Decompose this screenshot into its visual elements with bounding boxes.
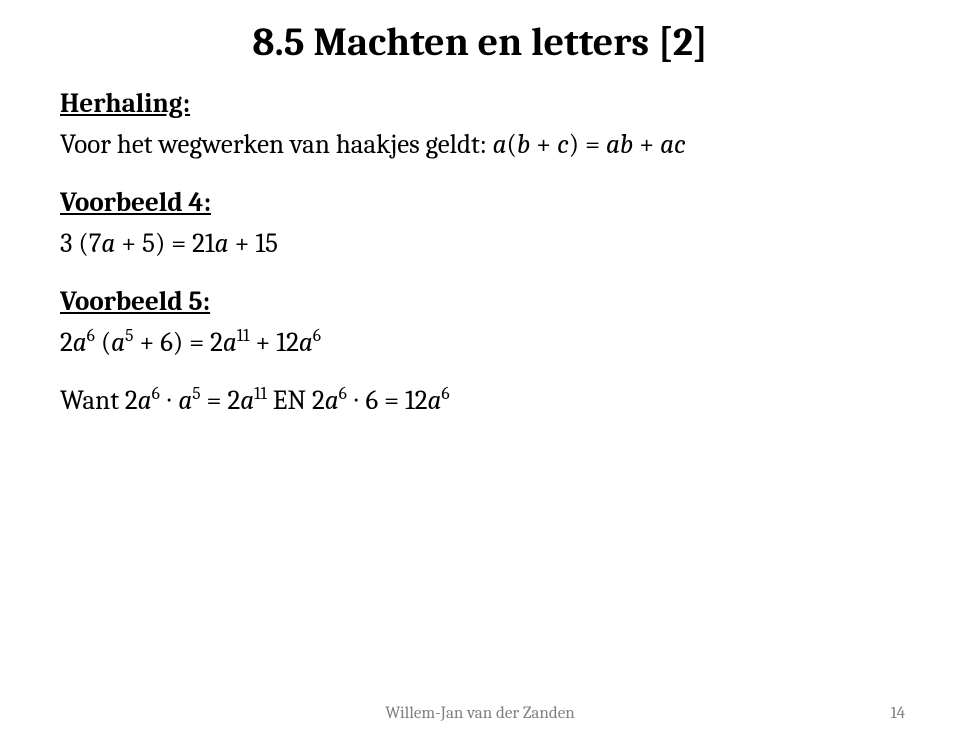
expr-ab: ab [606, 129, 633, 160]
section-want: Want 2a6 ∙ a5 = 2a11 EN 2a6 ∙ 6 = 12a6 [60, 381, 900, 422]
heading-herhaling: Herhaling: [60, 88, 190, 119]
v4-a1: a [101, 228, 115, 259]
v5-a3: a [223, 327, 237, 358]
footer-page-number: 14 [890, 704, 905, 723]
w-t2: = 2 [201, 385, 241, 416]
heading-v5: Voorbeeld 5: [60, 286, 210, 317]
expr-ac: ac [660, 129, 686, 160]
slide-page: 8.5 Machten en letters [2] Herhaling: Vo… [0, 0, 960, 751]
v5-a4: a [299, 327, 313, 358]
expr-a: a [493, 129, 507, 160]
w-sup3: 11 [254, 384, 267, 404]
v5-a2: a [111, 327, 125, 358]
v5-t4: + 12 [249, 327, 298, 358]
w-a4: a [325, 385, 339, 416]
w-sup1: 6 [152, 384, 160, 404]
w-t1: Want 2 [60, 385, 138, 416]
v4-tail: + 15 [229, 228, 278, 259]
expr-c: c [557, 129, 569, 160]
slide-title: 8.5 Machten en letters [2] [60, 18, 900, 66]
w-a1: a [138, 385, 152, 416]
w-a2: a [178, 385, 192, 416]
w-sup4: 6 [339, 384, 347, 404]
v5-t3: + 6) = 2 [133, 327, 222, 358]
w-a3: a [240, 385, 254, 416]
w-a5: a [428, 385, 442, 416]
heading-v4: Voorbeeld 4: [60, 187, 211, 218]
v4-prefix: 3 (7 [60, 228, 101, 259]
v4-mid: + 5) = 21 [115, 228, 214, 259]
text-intro: Voor het wegwerken van haakjes geldt: [60, 129, 493, 160]
footer-author: Willem-Jan van der Zanden [385, 704, 574, 723]
paren-open: ( [507, 129, 517, 160]
w-t3: EN 2 [267, 385, 325, 416]
expr-b: b [517, 129, 530, 160]
plus2: + [633, 129, 660, 160]
section-voorbeeld5: Voorbeeld 5: 2a6 (a5 + 6) = 2a11 + 12a6 [60, 282, 900, 363]
w-sup5: 6 [441, 384, 449, 404]
slide-footer: Willem-Jan van der Zanden 14 [0, 704, 960, 723]
v5-a1: a [73, 327, 87, 358]
v5-t2: ( [95, 327, 111, 358]
section-voorbeeld4: Voorbeeld 4: 3 (7a + 5) = 21a + 15 [60, 183, 900, 264]
paren-close: ) [569, 129, 579, 160]
v5-t1: 2 [60, 327, 73, 358]
v5-sup3: 11 [237, 326, 250, 346]
v5-sup1: 6 [87, 326, 95, 346]
section-herhaling: Herhaling: Voor het wegwerken van haakje… [60, 84, 900, 165]
w-dot2: ∙ 6 = 12 [347, 385, 428, 416]
w-sup2: 5 [192, 384, 200, 404]
w-dot1: ∙ [160, 385, 179, 416]
v5-sup4: 6 [313, 326, 321, 346]
equals: = [579, 129, 606, 160]
v4-a2: a [215, 228, 229, 259]
plus1: + [530, 129, 557, 160]
